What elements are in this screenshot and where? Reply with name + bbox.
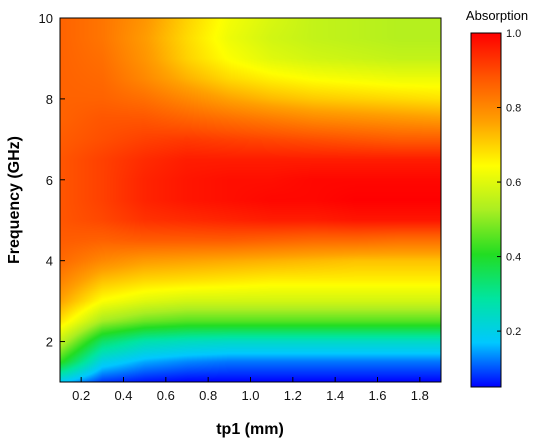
- y-axis-title: Frequency (GHz): [6, 136, 23, 264]
- colorbar-tick-label: 0.6: [506, 177, 521, 189]
- x-tick-label: 1.8: [411, 388, 429, 403]
- x-tick-label: 1.0: [241, 388, 259, 403]
- x-tick-label: 0.4: [114, 388, 132, 403]
- x-axis-ticks: 0.2 0.4 0.6 0.8 1.0 1.2 1.4 1.6 1.8: [72, 377, 429, 403]
- plot-area: [59, 17, 442, 383]
- colorbar-gradient: [470, 32, 502, 388]
- x-axis-title: tp1 (mm): [216, 421, 284, 438]
- colorbar-title: Absorption: [466, 8, 528, 23]
- x-tick-label: 0.8: [199, 388, 217, 403]
- y-tick-label: 2: [46, 335, 53, 350]
- colorbar: 1.0 0.8 0.6 0.4 0.2 Absorption: [466, 8, 528, 388]
- colorbar-tick-label: 1.0: [506, 28, 521, 40]
- colorbar-tick-label: 0.2: [506, 326, 521, 338]
- x-tick-label: 1.2: [284, 388, 302, 403]
- heatmap-surface: [60, 18, 441, 382]
- x-tick-label: 0.2: [72, 388, 90, 403]
- y-tick-label: 10: [39, 11, 53, 26]
- colorbar-tick-label: 0.8: [506, 103, 521, 115]
- y-tick-label: 8: [46, 92, 53, 107]
- y-tick-label: 4: [46, 254, 53, 269]
- x-tick-label: 1.4: [326, 388, 344, 403]
- colorbar-tick-label: 0.4: [506, 252, 521, 264]
- y-axis-ticks: 2 4 6 8 10: [39, 11, 65, 350]
- colorbar-ticks: 1.0 0.8 0.6 0.4 0.2: [497, 28, 521, 338]
- x-tick-label: 0.6: [157, 388, 175, 403]
- x-tick-label: 1.6: [368, 388, 386, 403]
- y-tick-label: 6: [46, 173, 53, 188]
